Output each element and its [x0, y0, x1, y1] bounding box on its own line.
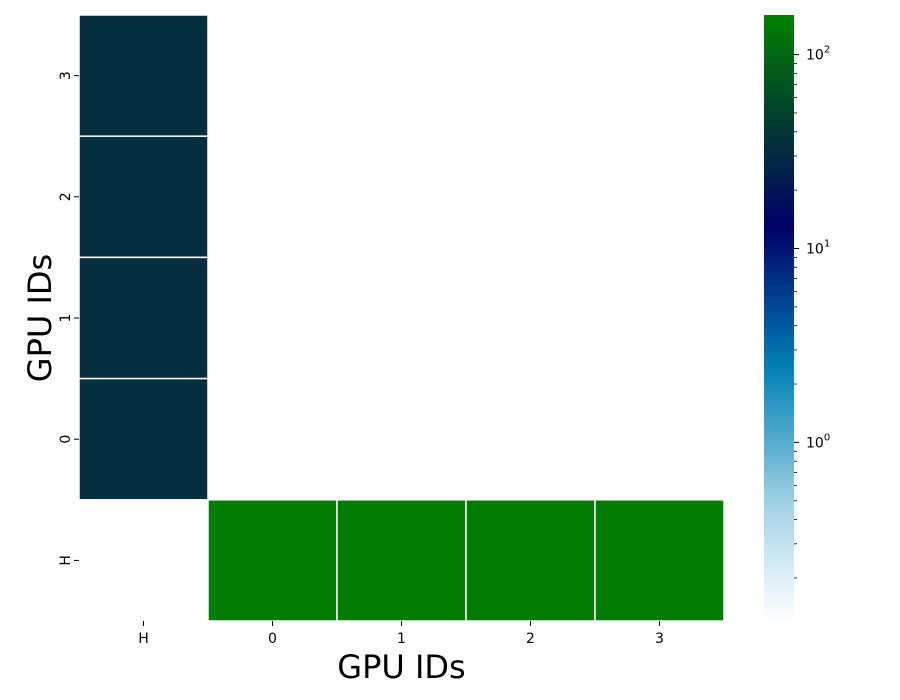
y-tick-label: 0	[58, 435, 74, 444]
heatmap-cell-0-H	[207, 499, 338, 622]
y-axis-ticks: 3 2 1 0 H	[58, 71, 79, 566]
x-tick-label: 1	[397, 631, 406, 647]
heatmap-cell-1-H	[336, 499, 467, 622]
y-axis-title: GPU IDs	[21, 254, 59, 382]
colorbar-tick-label: 101	[806, 239, 830, 258]
y-tick-label: 2	[58, 192, 74, 201]
colorbar	[764, 15, 794, 621]
heatmap-cell-H-0	[78, 377, 209, 501]
heatmap-cell-H-3	[78, 14, 209, 137]
heatmap-cells	[78, 14, 725, 622]
x-axis-ticks: H 0 1 2 3	[138, 621, 664, 647]
x-tick-label: 0	[268, 631, 277, 647]
y-tick-label: H	[58, 555, 74, 566]
colorbar-tick-label: 100	[806, 432, 830, 451]
x-tick-label: H	[138, 631, 149, 647]
heatmap-cell-H-1	[78, 256, 209, 380]
y-tick-label: 1	[58, 314, 74, 323]
y-tick-label: 3	[58, 71, 74, 80]
colorbar-ticks: 100 101 102	[794, 45, 830, 579]
x-tick-label: 3	[655, 631, 664, 647]
x-tick-label: 2	[526, 631, 535, 647]
heatmap-cell-3-H	[594, 499, 725, 622]
heatmap-cell-2-H	[465, 499, 596, 622]
heatmap-cell-H-2	[78, 135, 209, 259]
colorbar-tick-label: 102	[806, 45, 830, 64]
x-axis-title: GPU IDs	[337, 648, 465, 686]
